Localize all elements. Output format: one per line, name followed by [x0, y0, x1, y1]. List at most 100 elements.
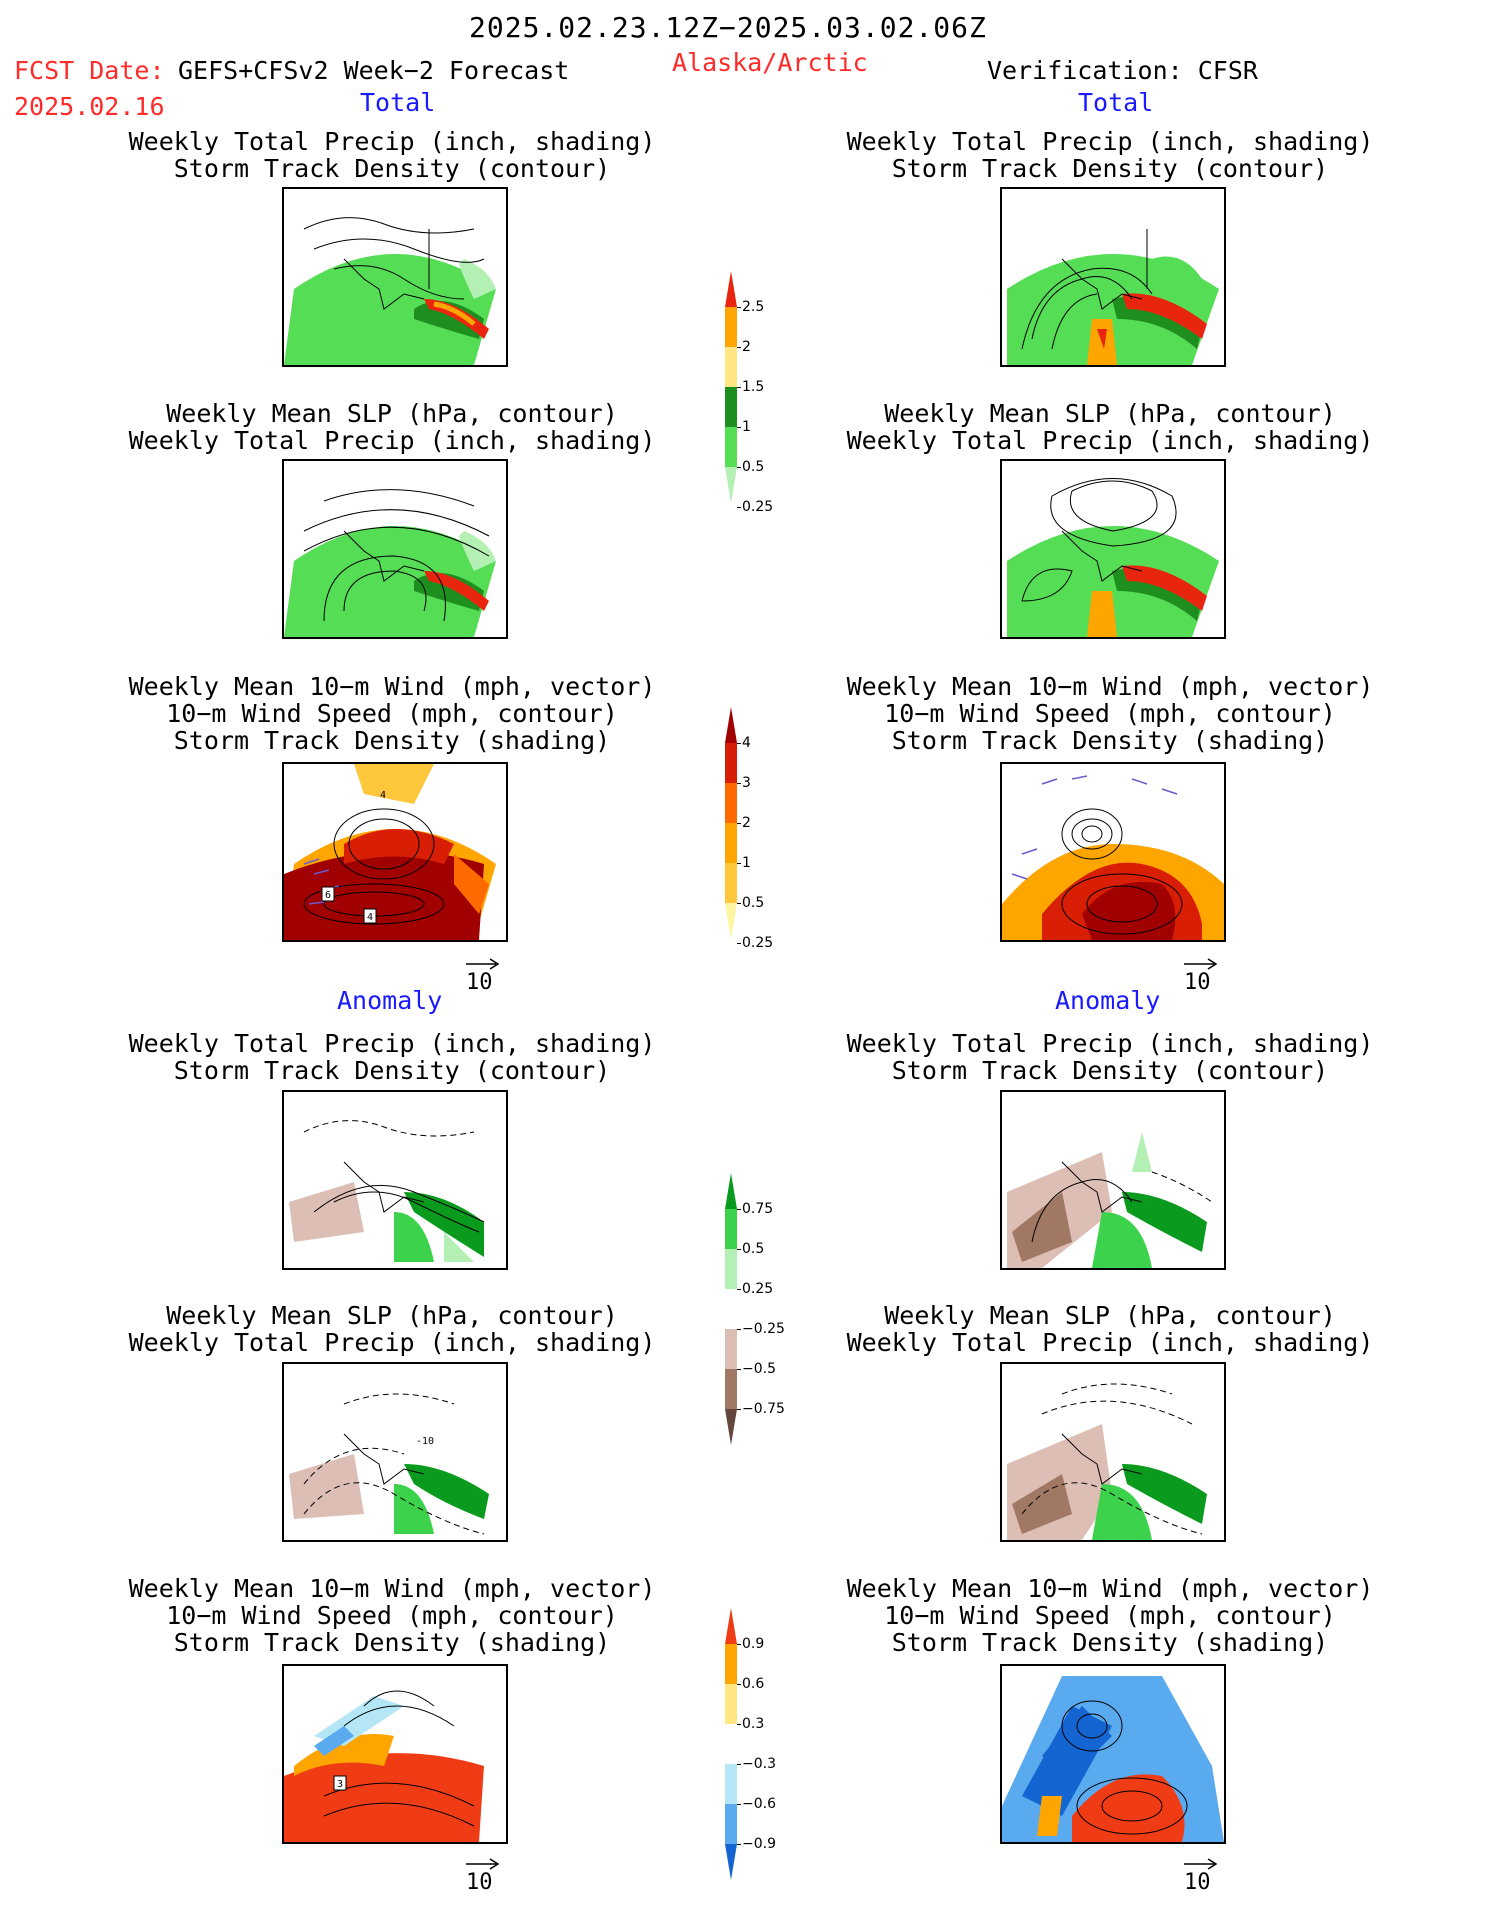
colorbar-tick [737, 1289, 741, 1290]
region-label: Alaska/Arctic [672, 48, 868, 77]
map-precip-storm-anom-fcst [282, 1090, 508, 1270]
vector-reference-value: 10 [1184, 1870, 1211, 1895]
colorbar-swatch [725, 387, 737, 427]
colorbar-swatch [725, 307, 737, 347]
colorbar-tick [737, 1644, 741, 1645]
colorbar-swatch [725, 707, 737, 743]
colorbar-storm-total: 4 3 2 1 0.5 0.25 [724, 706, 784, 991]
vector-reference-value: 10 [466, 1870, 493, 1895]
vector-reference-value: 10 [1184, 970, 1211, 995]
colorbar-tick [737, 427, 741, 428]
colorbar-tick-label: −0.25 [742, 1321, 785, 1337]
colorbar-tick-label: 0.3 [742, 1716, 765, 1732]
arrow-right-icon [466, 1858, 500, 1870]
colorbar-tick-label: −0.75 [742, 1401, 785, 1417]
colorbar-tick [737, 1209, 741, 1210]
section-anomaly-right: Anomaly [1055, 986, 1161, 1015]
map-wind-storm-total-verif [1000, 762, 1226, 942]
colorbar-swatch [725, 1764, 737, 1804]
colorbar-tick-label: 0.75 [742, 1201, 774, 1217]
map-wind-storm-anom-verif [1000, 1664, 1226, 1844]
colorbar-tick-label: 0.5 [742, 459, 765, 475]
colorbar-tick-label: −0.3 [742, 1756, 776, 1772]
colorbar-tick-label: 0.6 [742, 1676, 765, 1692]
arrow-right-icon [466, 958, 500, 970]
map-precip-storm-anom-verif [1000, 1090, 1226, 1270]
map-slp-precip-anom-verif [1000, 1362, 1226, 1542]
colorbar-tick-label: 0.25 [742, 499, 774, 515]
wind-contour-label: 4 [367, 912, 373, 923]
map-slp-precip-total-verif [1000, 459, 1226, 639]
colorbar-swatch [725, 823, 737, 863]
panel-title: Weekly Total Precip (inch, shading) Storm… [128, 1029, 656, 1085]
colorbar-tick [737, 467, 741, 468]
colorbar-tick-label: −0.6 [742, 1796, 776, 1812]
colorbar-swatch [725, 427, 737, 467]
colorbar-tick [737, 743, 741, 744]
colorbar-tick [737, 1369, 741, 1370]
map-wind-storm-total-fcst: 6 4 4 [282, 762, 508, 942]
panel-title: Weekly Mean 10−m Wind (mph, vector) 10−m … [128, 1574, 656, 1657]
colorbar-tick [737, 387, 741, 388]
colorbar-tick [737, 507, 741, 508]
map-slp-precip-anom-fcst: -10 [282, 1362, 508, 1542]
panel-title: Weekly Total Precip (inch, shading) Storm… [846, 127, 1374, 183]
colorbar-tick-label: 0.25 [742, 935, 774, 951]
fcst-date-value: 2025.02.16 [14, 92, 165, 121]
panel-title: Weekly Mean SLP (hPa, contour) Weekly Tot… [128, 399, 656, 455]
colorbar-tick [737, 1844, 741, 1845]
colorbar-tick [737, 1684, 741, 1685]
colorbar-tick [737, 943, 741, 944]
colorbar-tick-label: 0.5 [742, 1241, 765, 1257]
colorbar-storm-anom: 0.9 0.6 0.3 −0.3 −0.6 −0.9 [724, 1607, 794, 1892]
colorbar-tick-label: 3 [742, 775, 751, 791]
colorbar-tick-label: 1 [742, 855, 751, 871]
panel-title: Weekly Total Precip (inch, shading) Storm… [846, 1029, 1374, 1085]
verification-label: Verification: CFSR [987, 56, 1258, 85]
colorbar-swatch [725, 271, 737, 307]
colorbar-swatch [725, 347, 737, 387]
colorbar-tick-label: 2 [742, 339, 751, 355]
vector-reference: 10 [466, 958, 500, 995]
arrow-right-icon [1184, 1858, 1218, 1870]
colorbar-tick [737, 1764, 741, 1765]
colorbar-tick-label: 1 [742, 419, 751, 435]
colorbar-tick [737, 1329, 741, 1330]
panel-title: Weekly Mean 10−m Wind (mph, vector) 10−m … [846, 1574, 1374, 1657]
colorbar-swatch [725, 1249, 737, 1289]
section-total-right: Total [1078, 88, 1154, 117]
fcst-date-label: FCST Date: [14, 56, 165, 85]
map-slp-precip-total-fcst [282, 459, 508, 639]
colorbar-tick [737, 1249, 741, 1250]
map-precip-storm-total-verif [1000, 187, 1226, 367]
fcst-model-label: GEFS+CFSv2 Week−2 Forecast [178, 56, 570, 85]
panel-title: Weekly Mean 10−m Wind (mph, vector) 10−m … [128, 672, 656, 755]
colorbar-tick-label: −0.5 [742, 1361, 776, 1377]
wind-contour-label: 6 [325, 890, 331, 901]
colorbar-tick-label: 0.9 [742, 1636, 765, 1652]
colorbar-swatch [725, 1369, 737, 1409]
date-range-title: 2025.02.23.12Z−2025.03.02.06Z [469, 11, 987, 44]
colorbar-swatch [725, 863, 737, 903]
colorbar-graphic [725, 707, 737, 939]
colorbar-tick-label: 1.5 [742, 379, 765, 395]
colorbar-swatch [725, 1173, 737, 1209]
arrow-right-icon [1184, 958, 1218, 970]
colorbar-tick-label: 0.25 [742, 1281, 774, 1297]
vector-reference: 10 [1184, 1858, 1218, 1895]
panel-title: Weekly Total Precip (inch, shading) Storm… [128, 127, 656, 183]
colorbar-graphic [725, 1608, 737, 1880]
colorbar-swatch [725, 903, 737, 939]
colorbar-tick-label: 2.5 [742, 299, 765, 315]
colorbar-swatch [725, 467, 737, 503]
colorbar-tick [737, 307, 741, 308]
panel-title: Weekly Mean SLP (hPa, contour) Weekly Tot… [846, 399, 1374, 455]
colorbar-tick [737, 1409, 741, 1410]
colorbar-tick-label: 0.5 [742, 895, 765, 911]
colorbar-tick [737, 1724, 741, 1725]
panel-title: Weekly Mean SLP (hPa, contour) Weekly Tot… [128, 1301, 656, 1357]
section-total-left: Total [360, 88, 436, 117]
panel-title: Weekly Mean 10−m Wind (mph, vector) 10−m … [846, 672, 1374, 755]
colorbar-precip-anom: 0.75 0.5 0.25 −0.25 −0.5 −0.75 [724, 1172, 794, 1457]
wind-contour-label: 3 [337, 1779, 343, 1790]
